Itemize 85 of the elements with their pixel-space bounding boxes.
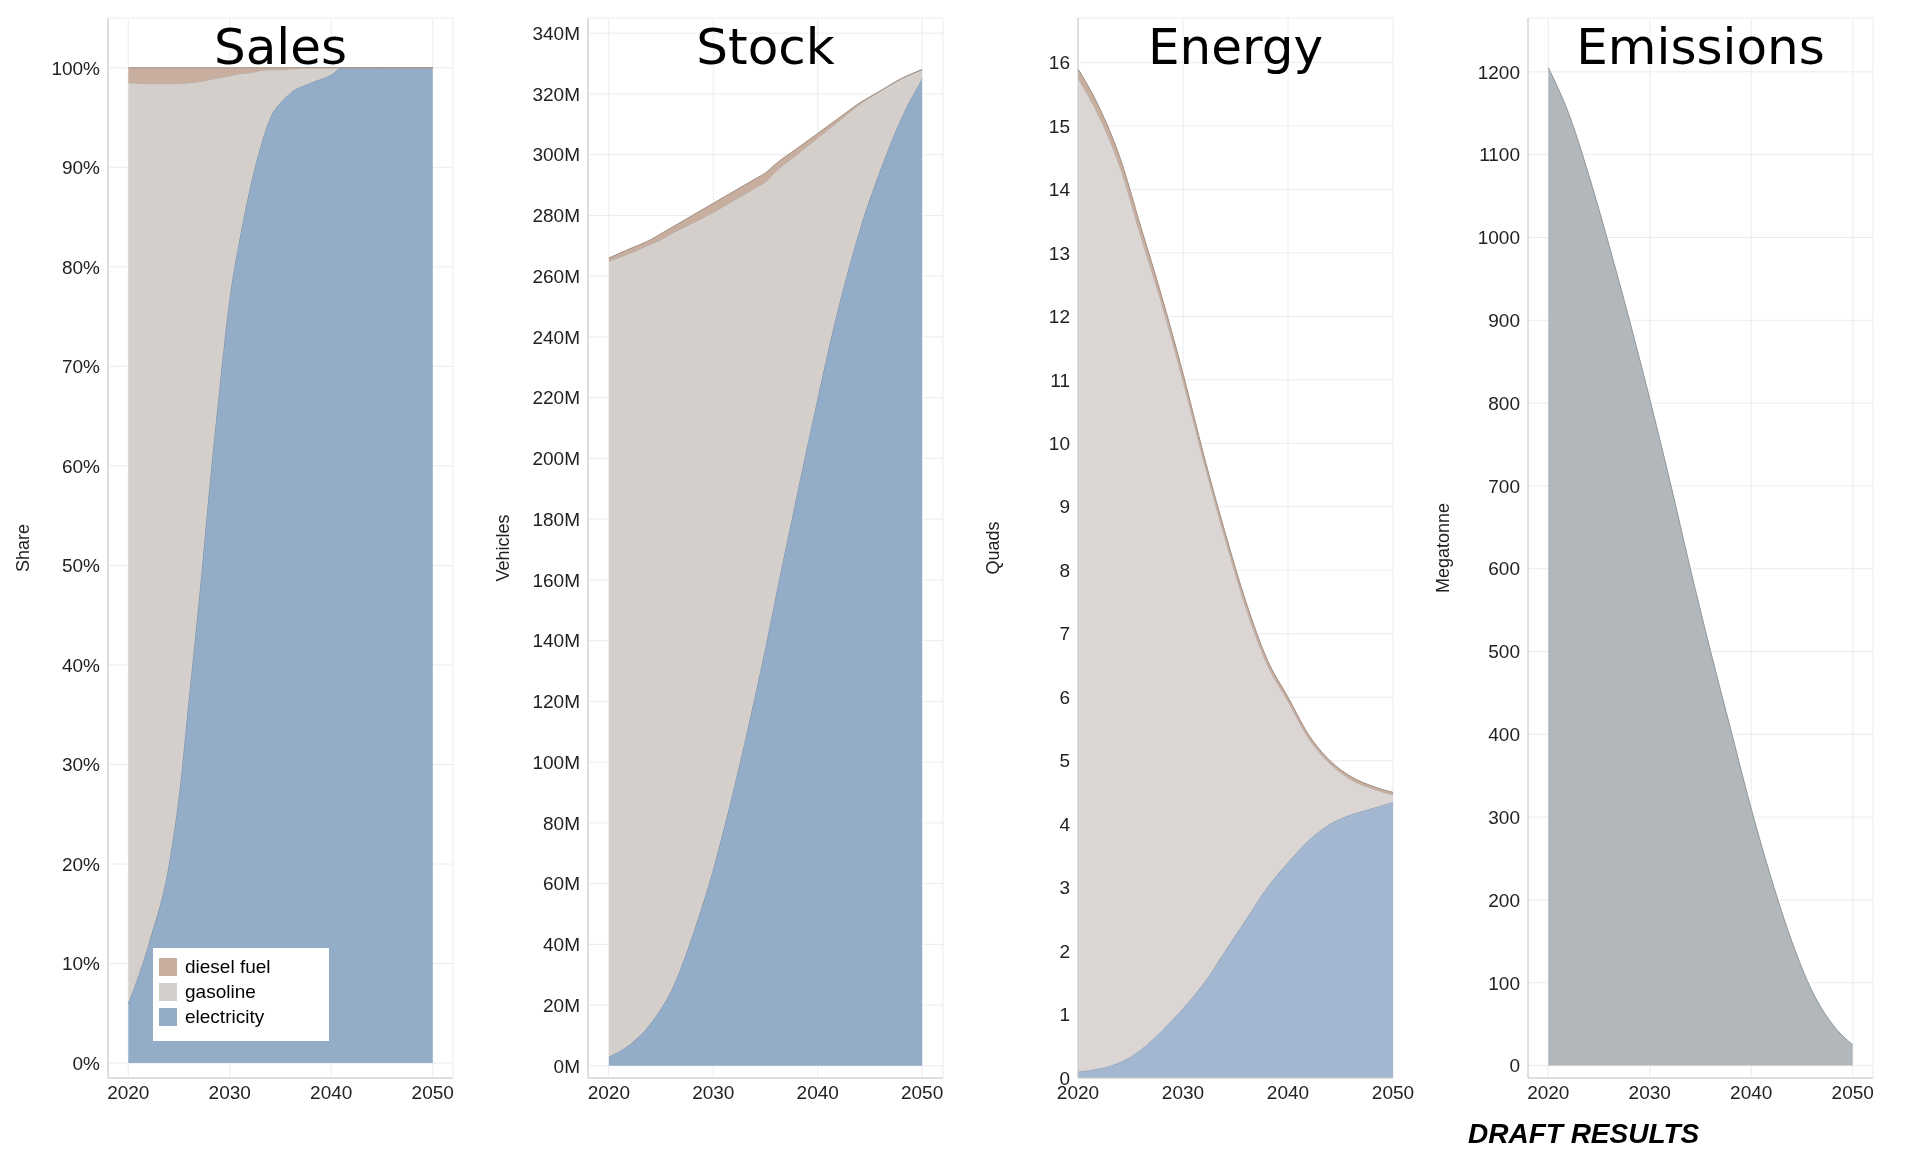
x-tick-label: 2050 bbox=[411, 1082, 454, 1104]
y-tick-label: 60M bbox=[543, 873, 580, 895]
y-tick-label: 3 bbox=[1059, 877, 1070, 899]
x-tick-label: 2030 bbox=[1161, 1082, 1205, 1104]
y-tick-label: 6 bbox=[1059, 686, 1070, 708]
y-tick-label: 12 bbox=[1048, 306, 1070, 328]
legend-label: diesel fuel bbox=[185, 955, 271, 979]
y-tick-label: 400 bbox=[1488, 724, 1520, 746]
y-tick-label: 1200 bbox=[1477, 61, 1520, 83]
y-tick-label: 180M bbox=[532, 508, 580, 530]
x-tick-label: 2030 bbox=[692, 1082, 735, 1104]
y-tick-label: 2 bbox=[1059, 940, 1070, 962]
y-tick-label: 600 bbox=[1488, 558, 1520, 580]
y-tick-label: 100% bbox=[51, 57, 101, 79]
y-tick-label: 200M bbox=[532, 448, 580, 470]
y-tick-label: 8 bbox=[1059, 559, 1070, 581]
y-tick-label: 20M bbox=[543, 994, 580, 1016]
x-tick-label: 2050 bbox=[1371, 1082, 1415, 1104]
chart-title: Sales bbox=[212, 18, 349, 76]
x-tick-label: 2040 bbox=[796, 1082, 839, 1104]
y-axis-title: Vehicles bbox=[493, 514, 514, 582]
y-tick-label: 15 bbox=[1048, 115, 1070, 137]
chart-title: Energy bbox=[1146, 18, 1325, 76]
y-tick-label: 5 bbox=[1059, 750, 1070, 772]
y-tick-label: 16 bbox=[1048, 52, 1070, 74]
y-tick-label: 100M bbox=[532, 751, 580, 773]
y-tick-label: 160M bbox=[532, 569, 580, 591]
y-tick-label: 40M bbox=[543, 934, 580, 956]
y-tick-label: 20% bbox=[61, 853, 101, 875]
y-tick-label: 120M bbox=[532, 691, 580, 713]
y-tick-label: 9 bbox=[1059, 496, 1070, 518]
y-tick-label: 240M bbox=[532, 326, 580, 348]
x-tick-label: 2020 bbox=[107, 1082, 150, 1104]
chart-title: Emissions bbox=[1575, 18, 1826, 76]
y-tick-label: 340M bbox=[532, 22, 580, 44]
x-tick-label: 2040 bbox=[1266, 1082, 1310, 1104]
y-tick-label: 0 bbox=[1509, 1055, 1520, 1077]
y-tick-label: 900 bbox=[1488, 310, 1520, 332]
y-tick-label: 0M bbox=[553, 1055, 580, 1077]
y-tick-label: 80M bbox=[543, 812, 580, 834]
y-tick-label: 500 bbox=[1488, 641, 1520, 663]
y-tick-label: 800 bbox=[1488, 392, 1520, 414]
y-tick-label: 320M bbox=[532, 83, 580, 105]
y-tick-label: 7 bbox=[1059, 623, 1070, 645]
y-tick-label: 700 bbox=[1488, 475, 1520, 497]
x-tick-label: 2040 bbox=[310, 1082, 353, 1104]
y-tick-label: 0% bbox=[72, 1052, 101, 1074]
y-tick-label: 13 bbox=[1048, 242, 1070, 264]
y-tick-label: 1 bbox=[1059, 1004, 1070, 1026]
y-tick-label: 11 bbox=[1050, 369, 1070, 391]
x-tick-label: 2050 bbox=[1831, 1082, 1874, 1104]
y-tick-label: 140M bbox=[532, 630, 580, 652]
y-axis-title: Share bbox=[13, 523, 34, 573]
y-tick-label: 14 bbox=[1048, 179, 1071, 201]
y-axis-title: Megatonne bbox=[1433, 502, 1454, 594]
chart-title: Stock bbox=[695, 18, 836, 76]
y-axis-title: Quads bbox=[983, 521, 1004, 575]
y-tick-label: 300 bbox=[1488, 806, 1520, 828]
y-tick-label: 4 bbox=[1059, 813, 1071, 835]
legend-label: electricity bbox=[185, 1005, 265, 1029]
x-tick-label: 2020 bbox=[1527, 1082, 1570, 1104]
x-tick-label: 2030 bbox=[1628, 1082, 1671, 1104]
x-tick-label: 2040 bbox=[1730, 1082, 1773, 1104]
y-tick-label: 60% bbox=[61, 455, 101, 477]
x-tick-label: 2020 bbox=[587, 1082, 631, 1104]
y-tick-label: 1100 bbox=[1479, 144, 1520, 166]
y-tick-label: 260M bbox=[532, 265, 580, 287]
y-tick-label: 280M bbox=[532, 205, 580, 227]
y-tick-label: 100 bbox=[1488, 972, 1520, 994]
y-tick-label: 50% bbox=[61, 555, 101, 577]
y-tick-label: 10 bbox=[1048, 433, 1070, 455]
y-tick-label: 80% bbox=[61, 256, 101, 278]
text: DRAFT RESULTS bbox=[1467, 1118, 1701, 1150]
y-tick-label: 40% bbox=[61, 654, 101, 676]
y-tick-label: 70% bbox=[61, 356, 101, 378]
y-tick-label: 1000 bbox=[1477, 227, 1520, 249]
y-tick-label: 90% bbox=[61, 157, 101, 179]
x-tick-label: 2030 bbox=[208, 1082, 251, 1104]
y-tick-label: 200 bbox=[1488, 889, 1520, 911]
legend-label: gasoline bbox=[185, 980, 256, 1004]
y-tick-label: 220M bbox=[532, 387, 580, 409]
y-tick-label: 300M bbox=[532, 144, 580, 166]
x-tick-label: 2050 bbox=[900, 1082, 944, 1104]
y-tick-label: 30% bbox=[61, 754, 101, 776]
y-tick-label: 10% bbox=[61, 953, 101, 975]
